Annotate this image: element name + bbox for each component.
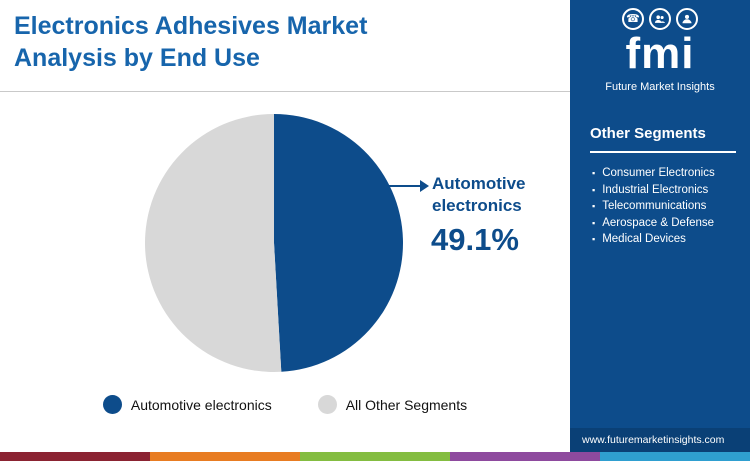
other-segments-title: Other Segments [590, 125, 736, 153]
other-segment-label: Consumer Electronics [602, 167, 715, 179]
pie-chart [145, 114, 403, 372]
callout-arrow-line [386, 185, 422, 187]
other-segment-item: ▪ Aerospace & Defense [592, 215, 742, 232]
footer-strip-segment [300, 452, 450, 461]
bullet-icon: ▪ [592, 184, 596, 195]
other-segment-label: Industrial Electronics [602, 183, 709, 196]
title-divider [0, 91, 570, 92]
footer-strip-segment [0, 452, 150, 461]
legend-swatch [317, 395, 337, 414]
other-segment-item: ▪ Consumer Electronics [592, 165, 742, 182]
phone-icon: ☎ [622, 8, 644, 30]
legend-item: Automotive electronics [102, 395, 272, 414]
person-icon [676, 8, 698, 30]
legend-label: All Other Segments [345, 396, 468, 413]
legend-swatch [102, 395, 122, 414]
footer-strip-segment [150, 452, 300, 461]
fmi-logo: ☎ fmi Future M [570, 8, 750, 93]
pie-slice [274, 114, 403, 372]
people-icon [649, 8, 671, 30]
bullet-icon: ▪ [592, 234, 596, 244]
footer-strip-segment [450, 452, 600, 461]
main-panel: Electronics Adhesives Market Analysis by… [0, 12, 570, 414]
logo-icons: ☎ [570, 8, 750, 30]
other-segment-label: Telecommunications [602, 200, 707, 212]
other-segment-label: Medical Devices [602, 233, 686, 245]
logo-text: fmi [625, 29, 695, 78]
website-text: www.futuremarketinsights.com [570, 428, 750, 452]
legend-label: Automotive electronics [130, 396, 272, 413]
other-segment-item: ▪ Telecommunications [592, 198, 742, 215]
other-segment-item: ▪ Medical Devices [592, 231, 742, 248]
logo-tagline: Future Market Insights [605, 81, 715, 93]
callout-label: Automotive electronics [432, 174, 526, 216]
legend-item: All Other Segments [317, 395, 468, 414]
bullet-icon: ▪ [592, 168, 596, 178]
bullet-icon: ▪ [592, 217, 596, 228]
footer-strip-segment [600, 452, 750, 461]
callout-value: 49.1% [431, 222, 519, 257]
bullet-icon: ▪ [592, 201, 596, 211]
pie-slice [145, 114, 282, 372]
other-segment-item: ▪ Industrial Electronics [592, 182, 742, 199]
page-title: Electronics Adhesives Market Analysis by… [14, 12, 368, 72]
other-segment-label: Aerospace & Defense [602, 216, 715, 229]
sidebar: ☎ fmi Future M [570, 0, 750, 452]
other-segments-list: ▪ Consumer Electronics ▪ Industrial Electro… [592, 165, 742, 248]
callout-arrow-head [420, 180, 429, 192]
footer-strip [0, 452, 750, 461]
chart-legend: Automotive electronics All Other Segments [0, 395, 570, 414]
